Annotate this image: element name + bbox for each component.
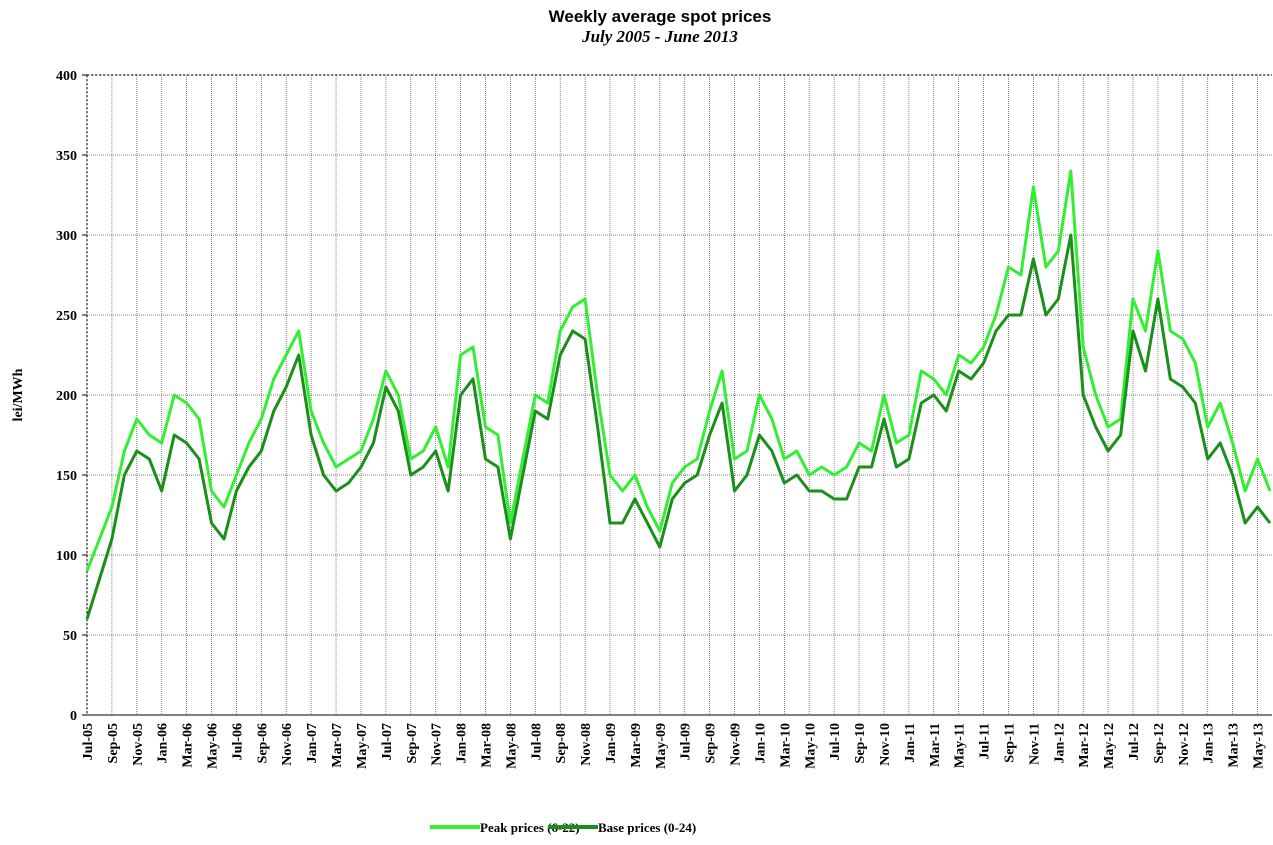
x-tick-label: May-13: [1252, 723, 1267, 769]
y-axis-label: lei/MWh: [11, 368, 26, 421]
x-tick-label: Mar-08: [479, 723, 494, 768]
series-line: [85, 233, 1272, 620]
x-tick-label: Jan-08: [455, 723, 470, 763]
x-tick-label: Nov-12: [1177, 723, 1192, 766]
x-tick-label: Jul-08: [529, 723, 544, 760]
x-tick-label: Mar-11: [928, 723, 943, 767]
x-tick-label: Sep-06: [255, 723, 270, 763]
x-tick-label: May-07: [355, 723, 370, 769]
x-tick-label: Mar-10: [778, 723, 793, 768]
x-tick-label: Jul-06: [230, 723, 245, 760]
y-tick-label: 100: [56, 549, 77, 564]
x-tick-label: Jan-10: [753, 723, 768, 763]
x-tick-label: Nov-08: [579, 723, 594, 766]
y-tick-label: 350: [56, 149, 77, 164]
x-tick-label: Mar-13: [1227, 723, 1242, 768]
x-tick-label: Jul-10: [828, 723, 843, 760]
x-tick-label: Jan-07: [305, 723, 320, 763]
x-tick-label: May-08: [504, 723, 519, 769]
y-tick-label: 150: [56, 469, 77, 484]
x-tick-label: Sep-09: [704, 723, 719, 763]
x-tick-label: Mar-09: [629, 723, 644, 768]
x-tick-label: Jan-06: [156, 723, 171, 763]
x-tick-label: Nov-06: [280, 723, 295, 766]
x-tick-label: Jul-05: [81, 723, 96, 760]
legend-label: Peak prices (6-22): [480, 820, 580, 835]
x-tick-label: Sep-10: [853, 723, 868, 763]
x-tick-label: May-12: [1102, 723, 1117, 769]
x-tick-label: Mar-06: [181, 723, 196, 768]
y-tick-label: 50: [63, 629, 77, 644]
x-tick-label: Sep-08: [554, 723, 569, 763]
y-tick-label: 200: [56, 389, 77, 404]
x-tick-label: May-09: [654, 723, 669, 769]
x-tick-label: Sep-07: [405, 723, 420, 763]
y-tick-label: 400: [56, 69, 77, 84]
x-tick-label: Jan-11: [903, 723, 918, 763]
x-tick-label: May-10: [803, 723, 818, 769]
x-tick-label: Jan-13: [1202, 723, 1217, 763]
x-tick-label: Sep-05: [106, 723, 121, 763]
x-tick-label: May-11: [953, 723, 968, 768]
x-tick-label: Jul-07: [380, 723, 395, 760]
x-tick-label: Jul-12: [1127, 723, 1142, 760]
y-tick-label: 0: [70, 709, 77, 724]
x-tick-label: Nov-11: [1027, 723, 1042, 765]
series-line: [85, 169, 1272, 572]
x-tick-label: Mar-07: [330, 723, 345, 768]
x-tick-label: Nov-07: [430, 723, 445, 766]
x-tick-label: Sep-11: [1002, 723, 1017, 763]
x-tick-label: Jan-09: [604, 723, 619, 763]
x-tick-label: May-06: [206, 723, 221, 769]
chart-title: Weekly average spot prices: [549, 7, 772, 26]
x-tick-label: Nov-10: [878, 723, 893, 766]
x-tick-label: Jul-11: [978, 723, 993, 760]
legend-label: Base prices (0-24): [598, 820, 696, 835]
y-tick-label: 250: [56, 309, 77, 324]
x-tick-label: Mar-12: [1077, 723, 1092, 768]
chart-subtitle: July 2005 - June 2013: [581, 27, 738, 46]
x-tick-label: Jan-12: [1052, 723, 1067, 763]
x-tick-label: Nov-05: [131, 723, 146, 766]
x-tick-label: Nov-09: [729, 723, 744, 766]
x-tick-label: Jul-09: [679, 723, 694, 760]
y-tick-label: 300: [56, 229, 77, 244]
x-tick-label: Sep-12: [1152, 723, 1167, 763]
